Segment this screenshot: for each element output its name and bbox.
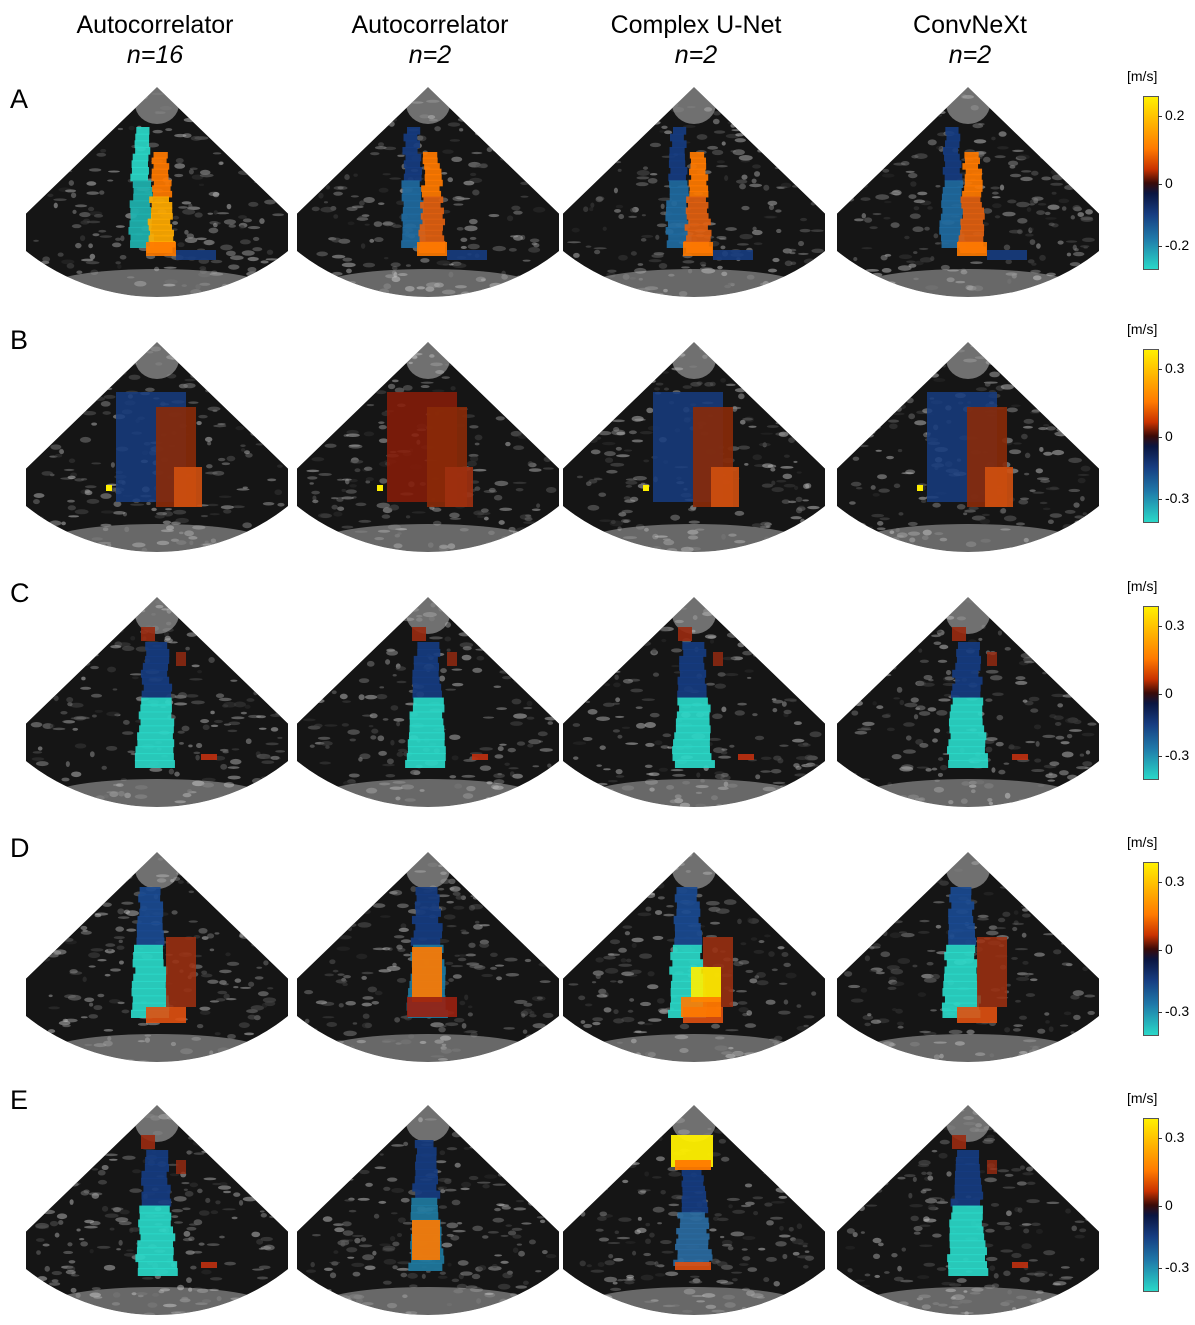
colorbar-tick-label: 0.2 [1165, 107, 1184, 123]
doppler-sector-image [297, 337, 559, 557]
doppler-sector-image [563, 337, 825, 557]
doppler-sector-image [26, 592, 288, 812]
column-subtitle: n=2 [576, 40, 816, 70]
ultrasound-doppler-image [26, 82, 288, 302]
colorbar-tick-mark [1158, 1012, 1162, 1013]
colorbar-tick-mark [1158, 369, 1162, 370]
column-header-3: Complex U-Net n=2 [576, 10, 816, 70]
doppler-sector-image [297, 847, 559, 1067]
velocity-colorbar [1143, 96, 1159, 270]
colorbar-tick-label: 0.3 [1165, 360, 1184, 376]
colorbar-tick-mark [1158, 626, 1162, 627]
column-header-1: Autocorrelator n=16 [35, 10, 275, 70]
colorbar-tick-mark [1158, 1206, 1162, 1207]
doppler-sector-image [26, 82, 288, 302]
column-subtitle: n=16 [35, 40, 275, 70]
ultrasound-doppler-image [26, 1100, 288, 1320]
colorbar-tick-label: -0.3 [1165, 490, 1189, 506]
ultrasound-doppler-image [837, 1100, 1099, 1320]
colorbar-unit-label: [m/s] [1127, 834, 1157, 850]
colorbar-tick-label: 0 [1165, 1197, 1173, 1213]
doppler-sector-image [837, 82, 1099, 302]
ultrasound-doppler-image [563, 82, 825, 302]
doppler-sector-image [26, 847, 288, 1067]
colorbar-tick-label: 0.3 [1165, 1129, 1184, 1145]
colorbar-tick-mark [1158, 499, 1162, 500]
colorbar-tick-mark [1158, 437, 1162, 438]
colorbar-unit-label: [m/s] [1127, 321, 1157, 337]
velocity-colorbar [1143, 349, 1159, 523]
colorbar-tick-mark [1158, 1138, 1162, 1139]
colorbar-unit-label: [m/s] [1127, 1090, 1157, 1106]
ultrasound-doppler-image [297, 337, 559, 557]
doppler-sector-image [297, 592, 559, 812]
colorbar-tick-label: 0 [1165, 685, 1173, 701]
colorbar-tick-mark [1158, 950, 1162, 951]
ultrasound-doppler-image [837, 337, 1099, 557]
colorbar-unit-label: [m/s] [1127, 578, 1157, 594]
colorbar-tick-mark [1158, 184, 1162, 185]
colorbar-tick-label: -0.3 [1165, 1003, 1189, 1019]
colorbar-tick-label: 0 [1165, 175, 1173, 191]
doppler-sector-image [837, 847, 1099, 1067]
ultrasound-doppler-image [26, 337, 288, 557]
colorbar-tick-label: 0.3 [1165, 873, 1184, 889]
doppler-sector-image [26, 1100, 288, 1320]
doppler-sector-image [563, 592, 825, 812]
colorbar-tick-mark [1158, 756, 1162, 757]
ultrasound-doppler-image [26, 592, 288, 812]
ultrasound-doppler-image [297, 847, 559, 1067]
ultrasound-doppler-image [837, 82, 1099, 302]
ultrasound-doppler-image [563, 337, 825, 557]
ultrasound-doppler-image [563, 847, 825, 1067]
column-header-4: ConvNeXt n=2 [850, 10, 1090, 70]
colorbar-unit-label: [m/s] [1127, 68, 1157, 84]
doppler-sector-image [26, 337, 288, 557]
colorbar-tick-mark [1158, 116, 1162, 117]
column-subtitle: n=2 [310, 40, 550, 70]
doppler-sector-image [563, 847, 825, 1067]
ultrasound-doppler-image [297, 82, 559, 302]
ultrasound-doppler-image [563, 592, 825, 812]
column-title: Complex U-Net [576, 10, 816, 40]
doppler-sector-image [837, 337, 1099, 557]
doppler-sector-image [297, 82, 559, 302]
ultrasound-doppler-image [837, 592, 1099, 812]
colorbar-tick-mark [1158, 694, 1162, 695]
ultrasound-doppler-image [26, 847, 288, 1067]
doppler-sector-image [297, 1100, 559, 1320]
column-title: ConvNeXt [850, 10, 1090, 40]
doppler-sector-image [563, 1100, 825, 1320]
column-subtitle: n=2 [850, 40, 1090, 70]
ultrasound-doppler-image [297, 1100, 559, 1320]
column-header-2: Autocorrelator n=2 [310, 10, 550, 70]
doppler-sector-image [837, 1100, 1099, 1320]
column-title: Autocorrelator [35, 10, 275, 40]
doppler-sector-image [837, 592, 1099, 812]
colorbar-tick-label: -0.2 [1165, 237, 1189, 253]
colorbar-tick-label: 0 [1165, 941, 1173, 957]
ultrasound-doppler-image [297, 592, 559, 812]
ultrasound-doppler-image [837, 847, 1099, 1067]
colorbar-tick-label: -0.3 [1165, 747, 1189, 763]
velocity-colorbar [1143, 606, 1159, 780]
colorbar-tick-label: 0.3 [1165, 617, 1184, 633]
colorbar-tick-mark [1158, 882, 1162, 883]
velocity-colorbar [1143, 862, 1159, 1036]
colorbar-tick-mark [1158, 246, 1162, 247]
colorbar-tick-mark [1158, 1268, 1162, 1269]
velocity-colorbar [1143, 1118, 1159, 1292]
ultrasound-doppler-image [563, 1100, 825, 1320]
doppler-sector-image [563, 82, 825, 302]
colorbar-tick-label: 0 [1165, 428, 1173, 444]
colorbar-tick-label: -0.3 [1165, 1259, 1189, 1275]
column-title: Autocorrelator [310, 10, 550, 40]
